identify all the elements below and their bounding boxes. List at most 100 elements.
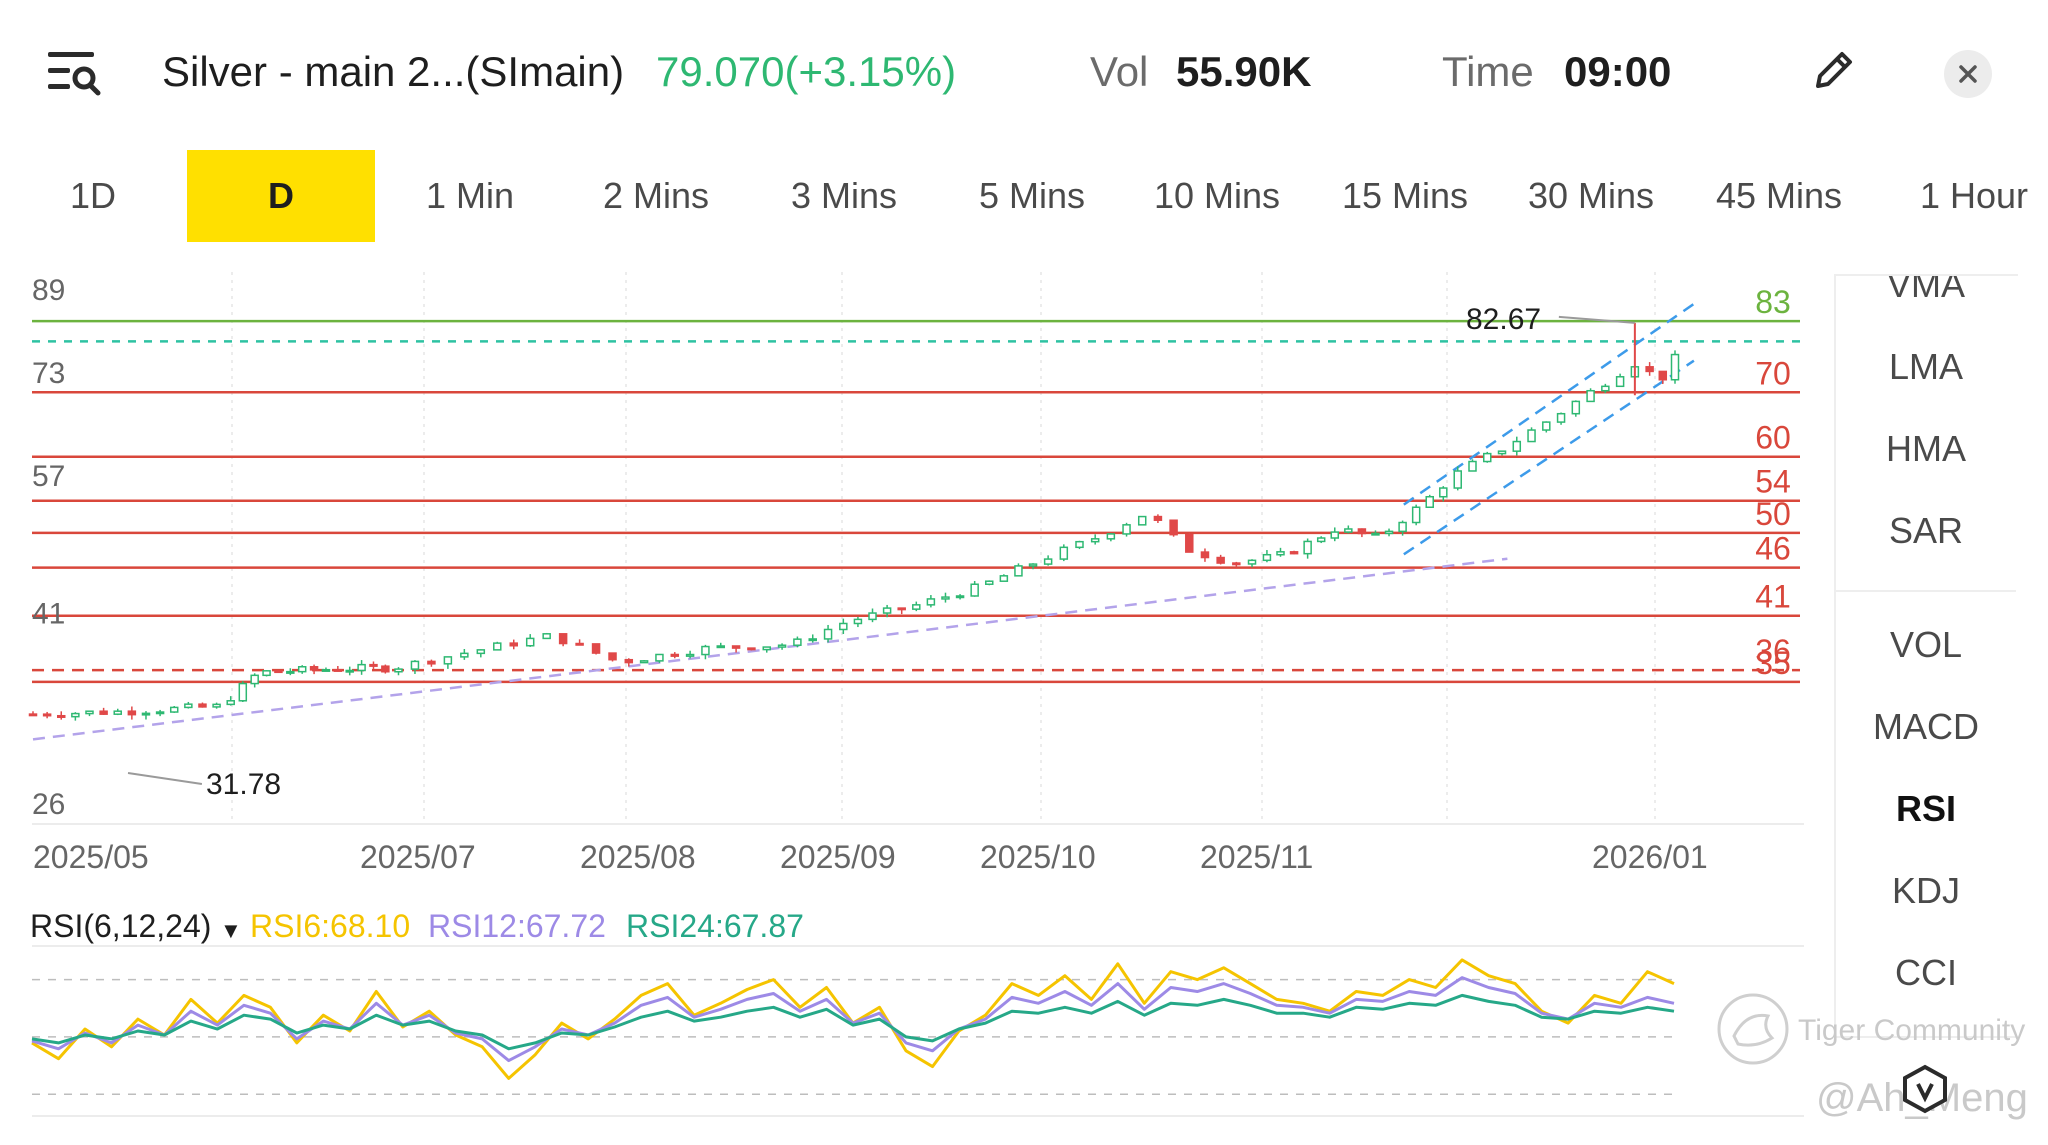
candle-down xyxy=(1645,366,1654,373)
indicator-divider xyxy=(1836,590,2016,592)
menu-search-icon[interactable] xyxy=(46,48,102,98)
candle-down xyxy=(1216,556,1225,564)
candle-down xyxy=(608,652,617,661)
candle-up xyxy=(882,607,892,614)
candle-up xyxy=(141,712,151,716)
candle-up xyxy=(777,644,787,648)
volume-label: Vol xyxy=(1090,48,1149,95)
candle-up xyxy=(1398,521,1407,533)
candle-up xyxy=(1497,450,1507,455)
candle-up xyxy=(1483,452,1492,463)
candle-up xyxy=(793,638,802,646)
tab-1d[interactable]: 1D xyxy=(69,175,117,216)
time-value: 09:00 xyxy=(1564,48,1672,95)
candle-down xyxy=(381,665,390,673)
indicator-vol[interactable]: VOL xyxy=(1889,624,1963,665)
candle-up xyxy=(321,668,331,672)
edit-pencil-icon[interactable] xyxy=(1808,48,1856,96)
candle-up xyxy=(1330,531,1340,539)
candle-up xyxy=(823,628,833,640)
candle-down xyxy=(274,670,283,674)
candle-up xyxy=(476,649,486,655)
tab-45-mins[interactable]: 45 Mins xyxy=(1715,175,1843,216)
candle-down xyxy=(28,713,38,717)
candle-down xyxy=(1357,528,1367,535)
y-tick-label: 57 xyxy=(32,460,65,493)
candle-up xyxy=(1059,546,1069,560)
candle-up xyxy=(345,669,354,673)
candle-down xyxy=(42,713,52,717)
candle-up xyxy=(1384,530,1394,535)
candle-down xyxy=(198,703,207,708)
tab-5-mins[interactable]: 5 Mins xyxy=(978,175,1086,216)
indicator-vma[interactable]: VMA xyxy=(1886,274,1965,305)
tab-3-mins[interactable]: 3 Mins xyxy=(790,175,898,216)
hexagon-badge-icon xyxy=(1900,1064,1950,1114)
low-annotation-label: 31.78 xyxy=(206,768,281,801)
indicator-lma[interactable]: LMA xyxy=(1888,346,1964,387)
candle-up xyxy=(410,660,420,670)
candle-up xyxy=(1453,470,1462,489)
tab-1-min[interactable]: 1 Min xyxy=(425,175,515,216)
tab-1-hour[interactable]: 1 Hour xyxy=(1919,175,2029,216)
candle-down xyxy=(427,660,436,665)
low-annotation-leader xyxy=(127,772,203,785)
rsi24-value: RSI24:67.87 xyxy=(626,908,804,944)
candle-down xyxy=(1200,551,1210,559)
indicator-cci[interactable]: CCI xyxy=(1895,952,1957,993)
level-label-46: 46 xyxy=(1755,531,1791,567)
candle-up xyxy=(542,633,551,640)
caret-down-icon[interactable]: ▼ xyxy=(220,918,242,943)
candle-up xyxy=(839,622,848,631)
level-label-54: 54 xyxy=(1755,464,1791,500)
candle-up xyxy=(808,638,817,642)
candle-up xyxy=(1316,537,1326,543)
candle-up xyxy=(1028,563,1038,567)
candle-up xyxy=(113,710,122,715)
level-label-83: 83 xyxy=(1755,284,1791,320)
candle-down xyxy=(99,710,108,715)
time-label: Time xyxy=(1442,48,1534,95)
candle-down xyxy=(1232,562,1241,566)
candle-up xyxy=(655,653,664,662)
candle-down xyxy=(624,658,634,664)
candle-up xyxy=(970,583,979,597)
candle-up xyxy=(1542,421,1551,431)
indicator-macd[interactable]: MACD xyxy=(1873,706,1979,747)
candle-up xyxy=(1512,440,1522,452)
instrument-title: Silver - main 2...(SImain) xyxy=(162,48,625,95)
x-tick-label: 2025/07 xyxy=(360,839,476,875)
candle-up xyxy=(1344,528,1353,533)
indicator-kdj[interactable]: KDJ xyxy=(1891,870,1960,911)
tab-15-mins[interactable]: 15 Mins xyxy=(1341,175,1469,216)
level-label-35: 35 xyxy=(1755,645,1791,681)
tab-30-mins[interactable]: 30 Mins xyxy=(1527,175,1655,216)
candle-up xyxy=(71,712,80,718)
candle-up xyxy=(525,637,535,647)
candle-up xyxy=(716,645,726,649)
indicator-hma[interactable]: HMA xyxy=(1886,428,1966,469)
candle-up xyxy=(1075,540,1084,549)
candle-up xyxy=(297,666,307,673)
close-icon[interactable] xyxy=(1944,50,1992,98)
rsi-line-rsi24 xyxy=(31,993,1675,1051)
high-annotation-label: 82.67 xyxy=(1466,303,1541,336)
tab-d[interactable]: D xyxy=(187,150,375,242)
tab-2-mins[interactable]: 2 Mins xyxy=(602,175,710,216)
high-annotation-leader xyxy=(1558,315,1635,324)
y-tick-label: 41 xyxy=(32,598,65,631)
candle-up xyxy=(460,652,469,658)
tab-10-mins[interactable]: 10 Mins xyxy=(1153,175,1281,216)
candle-up xyxy=(169,706,179,713)
candle-down xyxy=(558,633,568,645)
candle-up xyxy=(250,674,259,685)
candle-up xyxy=(1276,551,1285,556)
candle-down xyxy=(127,710,137,716)
indicator-rsi[interactable]: RSI xyxy=(1895,788,1956,829)
indicator-sar[interactable]: SAR xyxy=(1888,510,1964,551)
candle-up xyxy=(1670,353,1680,381)
rsi-indicator-name[interactable]: RSI(6,12,24) xyxy=(30,908,212,944)
candle-up xyxy=(1439,487,1448,498)
rsi12-value: RSI12:67.72 xyxy=(428,908,606,944)
